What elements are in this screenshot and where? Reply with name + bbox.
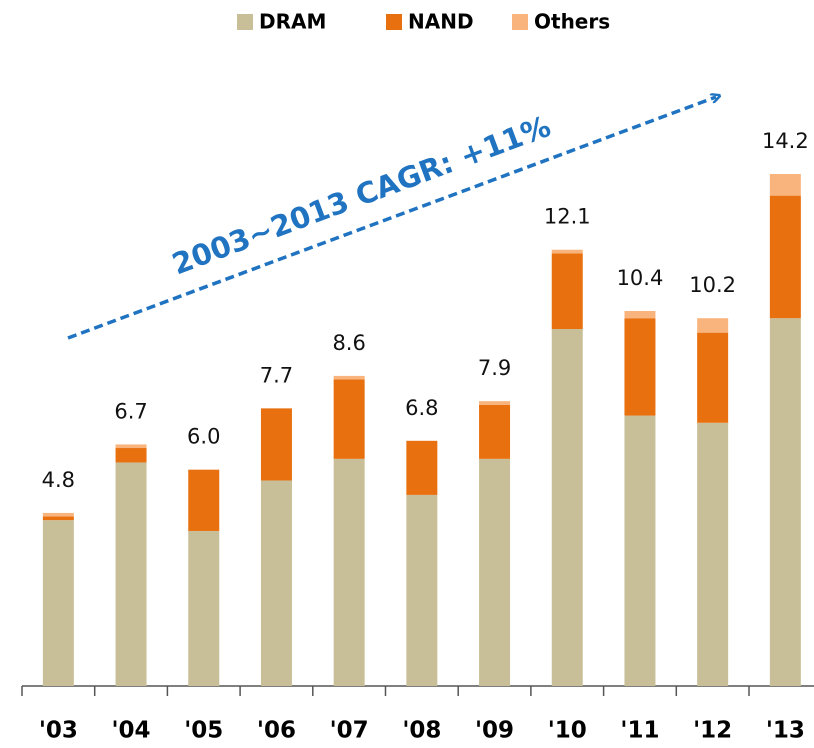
bar-segment	[697, 318, 729, 333]
bar-segment	[769, 195, 801, 319]
bar-segment	[406, 440, 438, 495]
bar-segment	[479, 404, 511, 459]
total-label: 8.6	[332, 331, 365, 355]
bar-segment	[333, 379, 365, 459]
total-label: 14.2	[762, 129, 809, 153]
bar-segment	[42, 520, 74, 686]
bar-segment	[42, 512, 74, 517]
bar-segment	[551, 253, 583, 330]
bar-segment	[42, 516, 74, 521]
bar-segment	[260, 480, 292, 686]
legend-label: NAND	[408, 10, 474, 34]
bar-segment	[551, 249, 583, 254]
total-label: 12.1	[544, 205, 591, 229]
x-tick-label: '11	[620, 718, 659, 744]
bar-segment	[769, 174, 801, 196]
bar-segment	[551, 329, 583, 686]
total-label: 10.4	[617, 266, 664, 290]
bar-segment	[260, 408, 292, 481]
x-tick-label: '07	[330, 718, 369, 744]
bar-segment	[624, 318, 656, 416]
total-label: 6.0	[187, 425, 220, 449]
total-label: 7.7	[260, 363, 293, 387]
x-tick-label: '12	[693, 718, 732, 744]
x-tick-label: '10	[548, 718, 587, 744]
x-tick-label: '05	[184, 718, 223, 744]
bar-segment	[697, 422, 729, 686]
legend-label: Others	[534, 10, 610, 34]
bar-segment	[624, 415, 656, 686]
bar-segment	[479, 401, 511, 405]
total-label: 6.7	[114, 399, 147, 423]
x-tick-label: '04	[112, 718, 151, 744]
bar-segment	[769, 318, 801, 686]
legend-swatch	[237, 14, 253, 30]
legend-swatch	[512, 14, 528, 30]
bar-segment	[479, 458, 511, 686]
annotation: 2003~2013 CAGR: +11%	[167, 109, 555, 281]
bar-segment	[697, 332, 729, 423]
x-tick-label: '08	[402, 718, 441, 744]
bar-segment	[115, 448, 147, 463]
bar-segment	[115, 462, 147, 686]
total-label: 7.9	[478, 356, 511, 380]
trend-arrow	[67, 97, 716, 340]
bar-segment	[188, 530, 220, 686]
x-tick-label: '06	[257, 718, 296, 744]
bar-segment	[115, 444, 147, 449]
total-label: 10.2	[689, 273, 736, 297]
bar-segment	[188, 469, 220, 531]
legend-label: DRAM	[259, 10, 326, 34]
x-tick-label: '09	[475, 718, 514, 744]
total-label: 4.8	[42, 468, 75, 492]
bar-segment	[333, 375, 365, 380]
bar-segment	[624, 311, 656, 319]
legend-swatch	[386, 14, 402, 30]
bar-segment	[333, 458, 365, 686]
x-tick-label: '03	[39, 718, 78, 744]
total-label: 6.8	[405, 396, 438, 420]
bar-segment	[406, 494, 438, 686]
x-tick-label: '13	[766, 718, 805, 744]
